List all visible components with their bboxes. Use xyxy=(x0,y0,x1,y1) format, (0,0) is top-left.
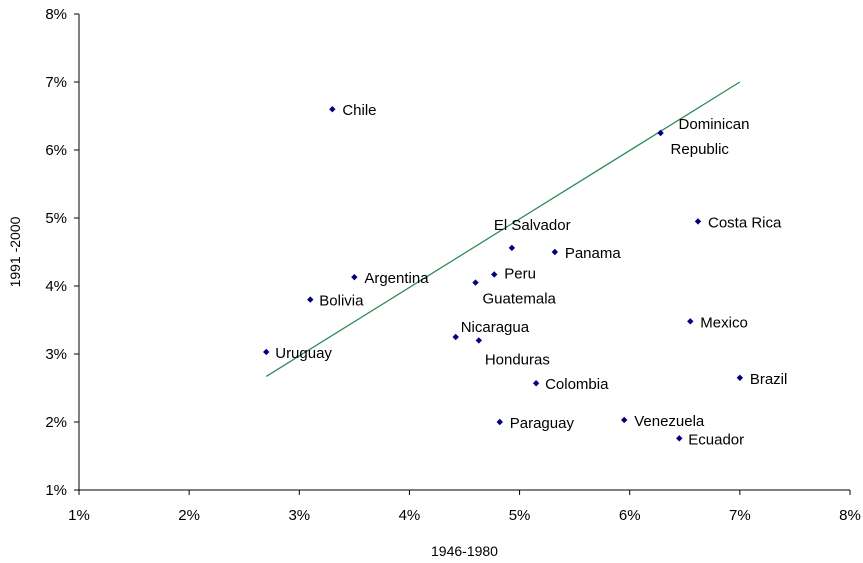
axes: 1% 2% 3% 4% 5% 6% 7% 8% 1% 2% 3% 4% 5% 6% 7% 8% xyxy=(45,6,861,524)
x-tick-label: 6% xyxy=(619,507,641,524)
x-tick-label: 4% xyxy=(399,507,421,524)
x-tick-label: 1% xyxy=(68,507,90,524)
point-label: Panama xyxy=(565,245,622,262)
data-point xyxy=(532,380,540,387)
data-point xyxy=(351,273,358,281)
data-point xyxy=(657,129,664,137)
data-point xyxy=(551,248,559,256)
x-tick-label: 8% xyxy=(839,507,861,524)
data-point xyxy=(687,318,694,325)
y-axis-title: 1991 -2000 xyxy=(7,216,23,287)
x-tick-label: 2% xyxy=(178,507,200,524)
y-tick-label: 3% xyxy=(45,346,67,363)
point-label: Nicaragua xyxy=(461,319,530,336)
data-point xyxy=(307,296,314,303)
points-group xyxy=(263,106,744,442)
point-label: Chile xyxy=(342,102,376,119)
point-label: Colombia xyxy=(545,376,609,393)
x-tick-label: 5% xyxy=(509,507,531,524)
point-label: Uruguay xyxy=(275,345,332,362)
x-tick-label: 7% xyxy=(729,507,751,524)
data-point xyxy=(475,337,483,344)
data-point xyxy=(496,418,503,426)
x-tick-label: 3% xyxy=(288,507,310,524)
point-label: Dominican xyxy=(679,116,750,133)
data-point xyxy=(676,435,683,442)
point-label: Mexico xyxy=(700,314,748,331)
point-label: Costa Rica xyxy=(708,214,782,231)
y-tick-label: 5% xyxy=(45,210,67,227)
point-label: El Salvador xyxy=(494,217,571,234)
point-label: Brazil xyxy=(750,371,788,388)
y-tick-label: 1% xyxy=(45,482,67,499)
point-label: Ecuador xyxy=(688,431,744,448)
point-label: Guatemala xyxy=(483,291,557,308)
point-label: Venezuela xyxy=(634,413,705,430)
data-point xyxy=(508,244,516,252)
data-point xyxy=(694,218,702,225)
point-label: Argentina xyxy=(364,270,429,287)
y-tick-label: 8% xyxy=(45,6,67,23)
data-point xyxy=(452,333,459,341)
y-tick-label: 2% xyxy=(45,414,67,431)
data-point xyxy=(472,279,479,286)
y-tick-label: 7% xyxy=(45,74,67,91)
point-label: Honduras xyxy=(485,351,550,368)
data-point xyxy=(491,271,498,278)
data-point xyxy=(621,416,628,424)
y-tick-label: 4% xyxy=(45,278,67,295)
x-axis-title: 1946-1980 xyxy=(431,543,498,559)
y-tick-label: 6% xyxy=(45,142,67,159)
data-point xyxy=(736,374,744,381)
point-label: Paraguay xyxy=(510,415,575,432)
point-label: Republic xyxy=(671,141,730,158)
data-point xyxy=(263,348,270,356)
point-label: Bolivia xyxy=(319,293,364,310)
point-label: Peru xyxy=(504,265,536,282)
data-point xyxy=(329,106,336,113)
point-labels-group: Chile Dominican Republic Costa Rica El Salva… xyxy=(275,102,787,448)
